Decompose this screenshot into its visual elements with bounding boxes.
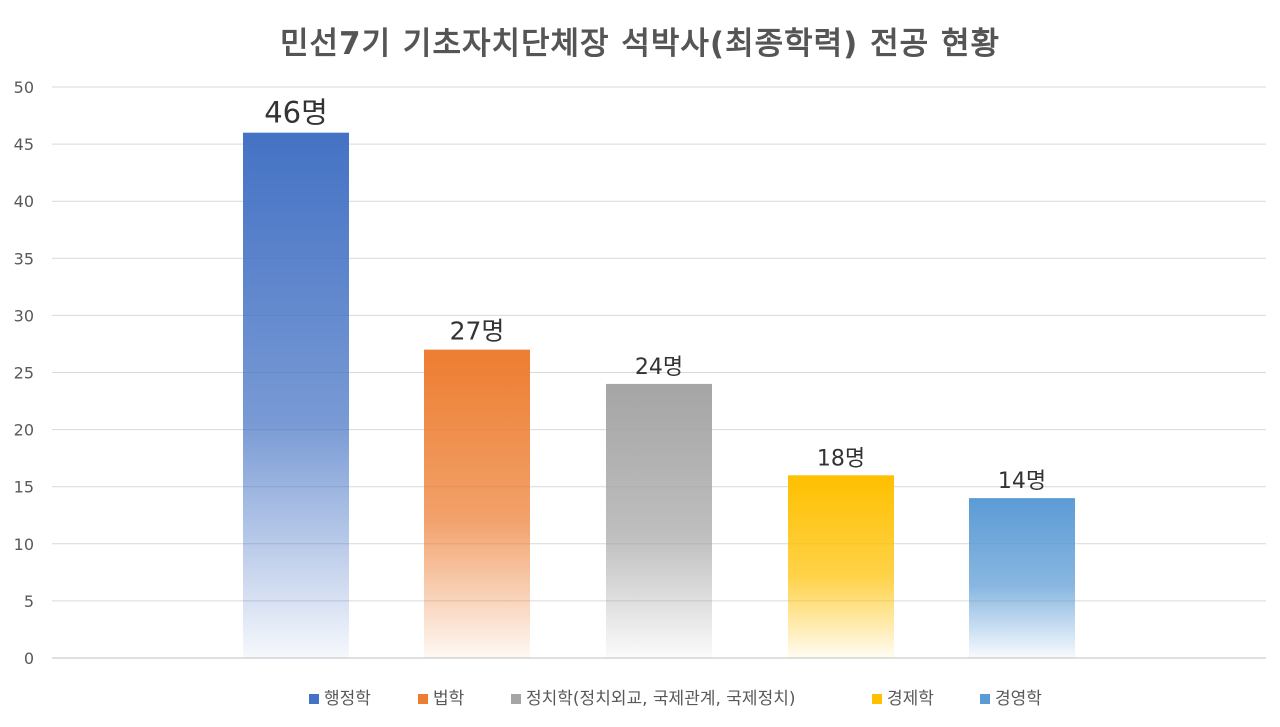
legend-label: 경영학 [995, 689, 1042, 709]
y-tick-label: 5 [24, 592, 34, 611]
y-tick-label: 15 [14, 478, 34, 497]
data-label: 24명 [635, 355, 683, 380]
y-axis-ticks: 0 5 10 15 20 25 30 35 40 45 50 [14, 78, 34, 668]
bar-3 [606, 383, 712, 658]
legend-label: 행정학 [324, 689, 371, 709]
legend-swatch [980, 694, 990, 704]
y-tick-label: 40 [14, 192, 34, 211]
y-tick-label: 35 [14, 249, 34, 268]
y-tick-label: 10 [14, 535, 34, 554]
legend-label: 법학 [433, 689, 465, 709]
bar-1 [243, 132, 349, 658]
bar-2 [424, 349, 530, 658]
chart-title: 민선7기 기초자치단체장 석박사(최종학력) 전공 현황 [280, 26, 1000, 62]
bar-5 [969, 498, 1075, 658]
data-label: 14명 [998, 469, 1046, 494]
legend-swatch [418, 694, 428, 704]
y-tick-label: 50 [14, 78, 34, 97]
legend-swatch [309, 694, 319, 704]
y-tick-label: 25 [14, 364, 34, 383]
bars [243, 132, 1075, 658]
y-tick-label: 45 [14, 135, 34, 154]
legend-swatch [511, 694, 521, 704]
y-tick-label: 20 [14, 421, 34, 440]
bar-4 [788, 475, 894, 658]
y-tick-label: 0 [24, 649, 34, 668]
y-tick-label: 30 [14, 306, 34, 325]
data-label: 46명 [264, 96, 328, 130]
legend: 행정학 법학 정치학(정치외교, 국제관계, 국제정치) 경제학 경영학 [309, 689, 1042, 709]
data-label: 27명 [450, 317, 505, 346]
data-labels: 46명 27명 24명 18명 14명 [264, 96, 1046, 494]
legend-swatch [872, 694, 882, 704]
legend-label: 정치학(정치외교, 국제관계, 국제정치) [526, 689, 795, 709]
data-label: 18명 [817, 446, 865, 471]
legend-label: 경제학 [887, 689, 934, 709]
